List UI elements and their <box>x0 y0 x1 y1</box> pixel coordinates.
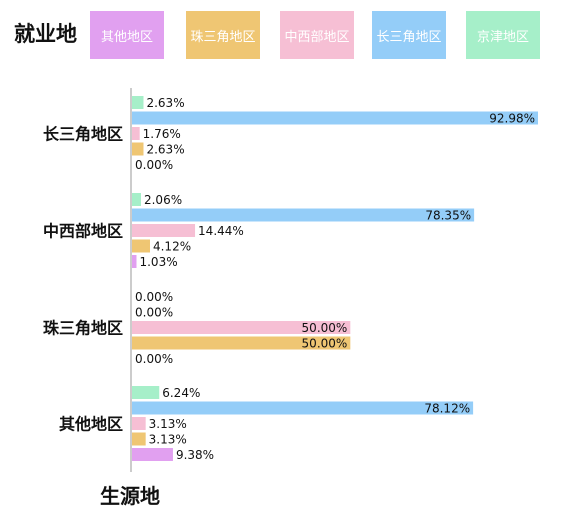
legend-item: 中西部地区 <box>280 11 354 59</box>
data-label: 0.00% <box>135 306 173 320</box>
category-label: 其他地区 <box>59 415 123 434</box>
data-label: 78.35% <box>425 209 471 223</box>
bar <box>132 255 137 268</box>
bar <box>132 321 351 334</box>
axis-title: 生源地 <box>100 484 160 508</box>
data-label: 1.03% <box>139 255 177 269</box>
data-label: 4.12% <box>153 240 191 254</box>
bar <box>132 401 474 415</box>
category-label: 长三角地区 <box>43 125 123 144</box>
data-label: 1.76% <box>143 127 181 141</box>
bar <box>132 208 475 222</box>
bar <box>132 96 144 109</box>
bar <box>132 193 141 206</box>
bar <box>132 111 538 125</box>
data-label: 0.00% <box>135 290 173 304</box>
data-label: 6.24% <box>162 386 200 400</box>
data-label: 2.06% <box>144 193 182 207</box>
bar <box>132 386 160 399</box>
category-label: 珠三角地区 <box>43 319 123 338</box>
bar <box>132 224 196 237</box>
data-label: 50.00% <box>302 337 348 351</box>
bar <box>132 432 146 446</box>
data-label: 0.00% <box>135 352 173 366</box>
bar <box>132 336 351 350</box>
data-label: 2.63% <box>146 96 184 110</box>
data-label: 0.00% <box>135 158 173 172</box>
legend-item: 京津地区 <box>466 11 540 59</box>
legend-title: 就业地 <box>14 22 77 46</box>
legend-item: 珠三角地区 <box>186 11 260 59</box>
bar <box>132 142 144 156</box>
data-label: 92.98% <box>489 112 535 126</box>
bar <box>132 417 146 430</box>
bar <box>132 127 140 140</box>
data-label: 14.44% <box>198 224 244 238</box>
data-label: 2.63% <box>146 143 184 157</box>
data-label: 3.13% <box>149 417 187 431</box>
data-label: 78.12% <box>424 402 470 416</box>
data-label: 50.00% <box>302 321 348 335</box>
data-label: 9.38% <box>176 448 214 462</box>
legend-item: 长三角地区 <box>372 11 446 59</box>
data-label: 3.13% <box>149 433 187 447</box>
category-label: 中西部地区 <box>43 222 123 241</box>
bar <box>132 448 173 461</box>
bar <box>132 239 150 253</box>
legend-item: 其他地区 <box>90 11 164 59</box>
